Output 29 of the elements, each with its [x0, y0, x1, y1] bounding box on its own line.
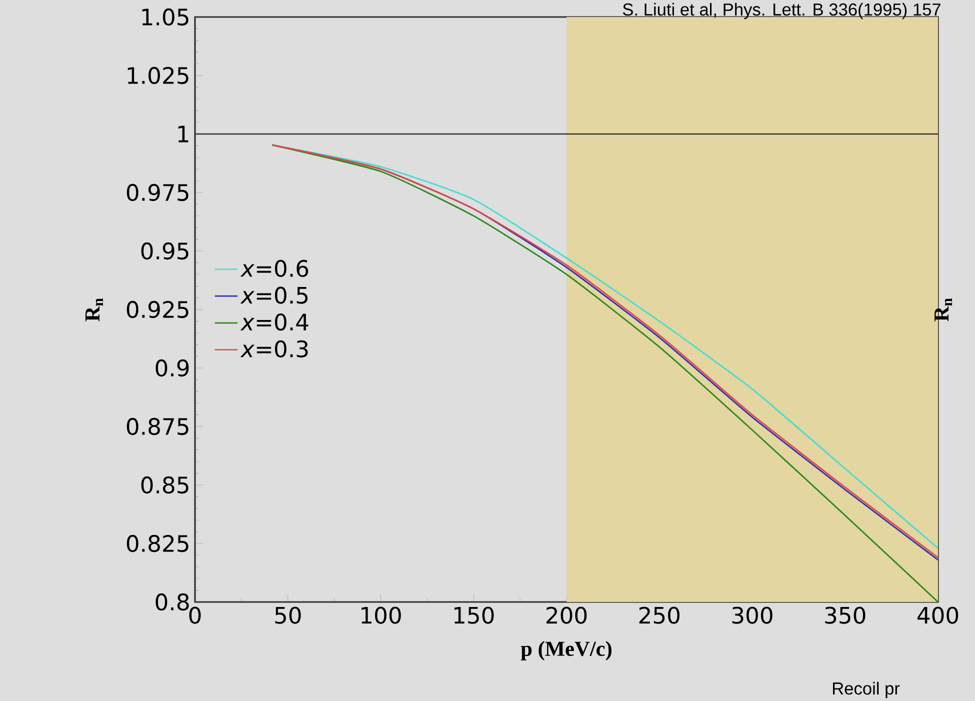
- legend-label: x=0.5: [240, 286, 308, 304]
- y-tick-label: 0.85: [141, 476, 188, 494]
- y-tick-label: 1.025: [128, 66, 188, 84]
- y-tick-label: 0.975: [126, 184, 188, 202]
- annotation: S. Liuti et al, Phys. Lett. B 336(1995) 157: [622, 2, 940, 20]
- x-tick-label: 100: [362, 606, 401, 624]
- legend-label: x=0.4: [240, 313, 308, 331]
- y-tick-label: 0.9: [156, 359, 189, 377]
- x-tick-label: 200: [546, 606, 587, 624]
- x-tick-label: 0: [189, 606, 201, 624]
- x-tick-label: 400: [917, 606, 958, 624]
- x-axis-title: p (MeV/c): [520, 641, 612, 660]
- y-tick-label: 1.05: [142, 8, 188, 26]
- text: Recoil pr: [833, 682, 900, 698]
- y-tick-label: 0.825: [126, 534, 188, 552]
- y2-axis-title: R$_{n}$: [934, 298, 952, 322]
- y-tick-label: 0.95: [141, 242, 188, 260]
- legend-label: x=0.6: [240, 260, 308, 277]
- x-tick-label: 250: [639, 606, 680, 624]
- y-tick-label: 0.8: [156, 593, 189, 611]
- x-tick-label: 150: [454, 606, 494, 624]
- y-tick-label: 0.925: [126, 300, 188, 318]
- y-axis-title: R$_{n}$: [85, 298, 103, 322]
- x-tick-label: 350: [825, 606, 866, 624]
- x-tick-label: 50: [275, 606, 301, 624]
- legend-label: x=0.3: [240, 340, 308, 358]
- y-tick-label: 1: [178, 126, 188, 142]
- x-tick-label: 300: [732, 606, 772, 624]
- y-tick-label: 0.875: [126, 418, 188, 436]
